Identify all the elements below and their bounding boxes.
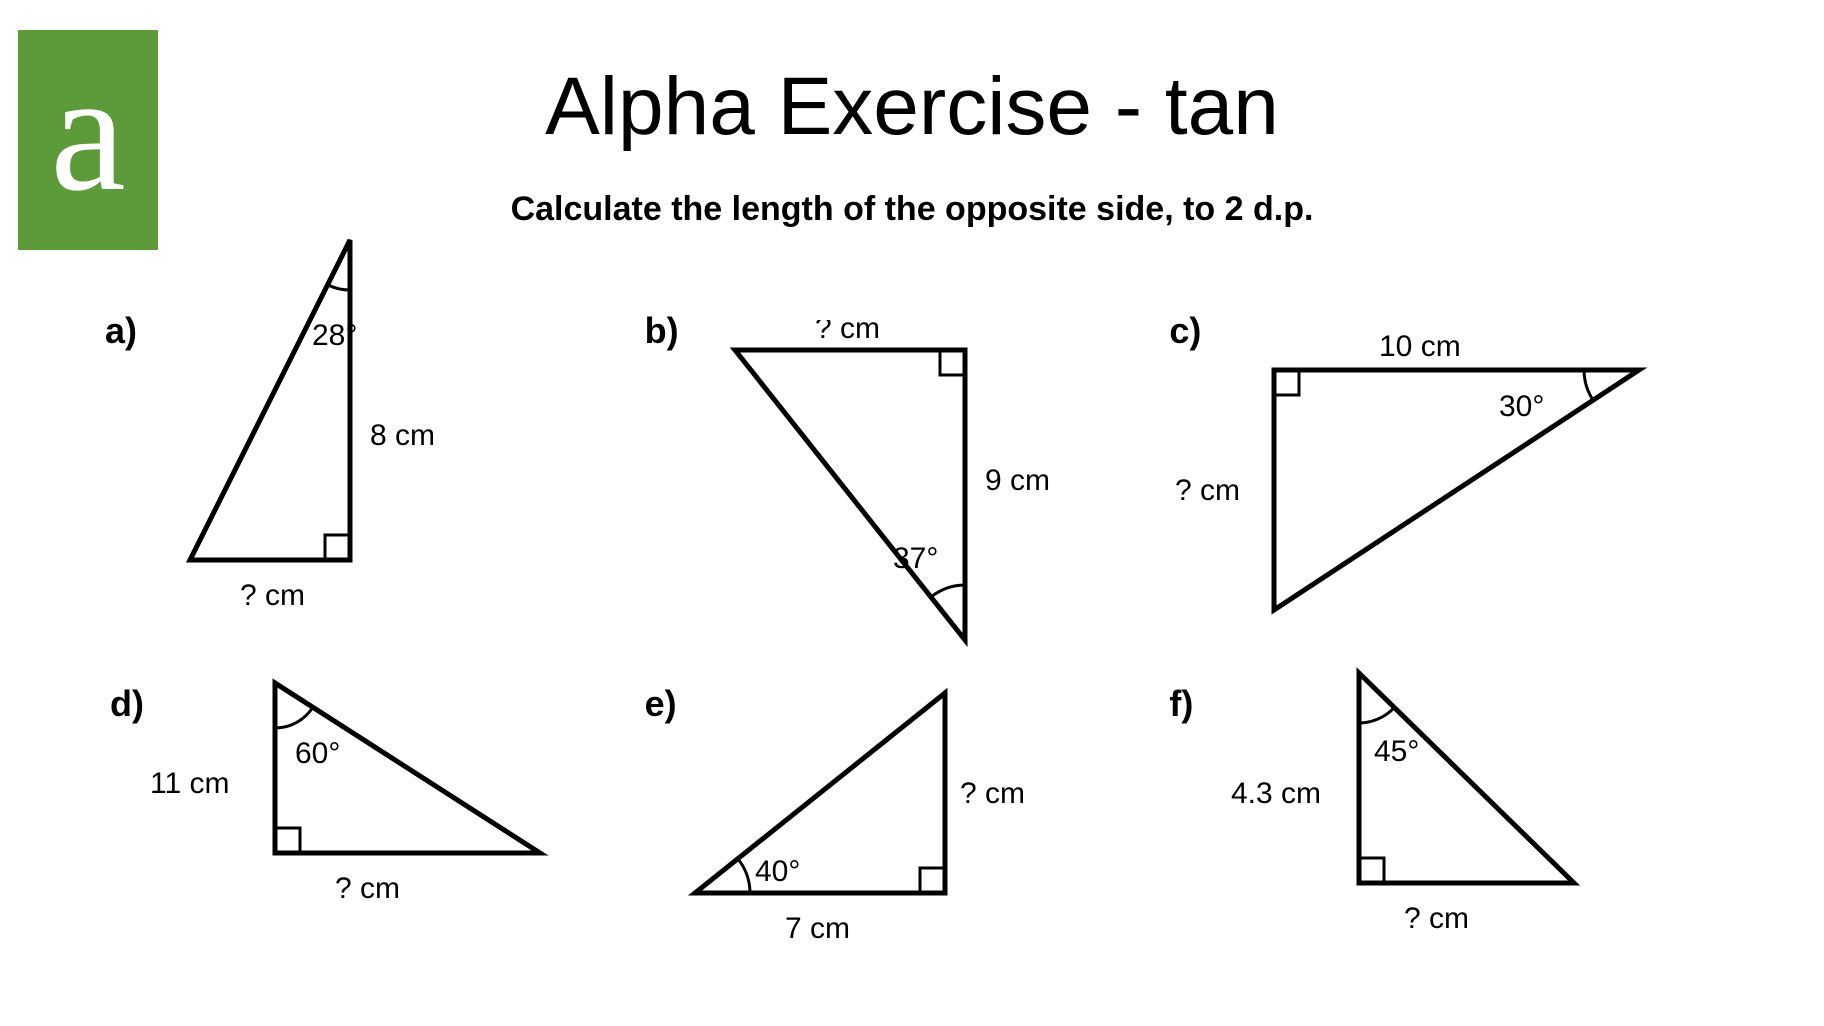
question-b-label: b) xyxy=(645,310,679,352)
page-title: Alpha Exercise - tan xyxy=(0,60,1824,154)
triangle-e-side: 7 cm xyxy=(785,912,850,945)
question-e: e) 40° ? cm 7 cm xyxy=(635,643,1190,1006)
triangle-f: 45° 4.3 cm ? cm xyxy=(1189,653,1629,953)
question-c: c) 10 cm 30° ? cm xyxy=(1189,280,1744,643)
triangle-a-side: 8 cm xyxy=(370,419,435,452)
question-f: f) 45° 4.3 cm ? cm xyxy=(1189,643,1744,1006)
question-d: d) 60° 11 cm ? cm xyxy=(80,643,635,1006)
triangle-e: 40° ? cm 7 cm xyxy=(655,663,1075,963)
triangle-e-unknown: ? cm xyxy=(960,777,1025,810)
triangle-c-angle: 30° xyxy=(1499,390,1544,423)
triangle-d-angle: 60° xyxy=(295,737,340,770)
question-a: a) 28° 8 cm ? cm xyxy=(80,280,635,643)
triangle-f-unknown: ? cm xyxy=(1404,902,1469,935)
triangle-a-angle: 28° xyxy=(312,319,357,352)
triangle-c-side: 10 cm xyxy=(1379,330,1461,363)
triangle-c: 10 cm 30° ? cm xyxy=(1159,330,1719,630)
triangle-b: ? cm 9 cm 37° xyxy=(695,320,1115,660)
triangle-b-unknown: ? cm xyxy=(815,320,880,345)
questions-grid: a) 28° 8 cm ? cm b) ? cm 9 cm 37° xyxy=(80,280,1744,1006)
triangle-f-side: 4.3 cm xyxy=(1231,777,1321,810)
question-a-label: a) xyxy=(105,310,137,352)
triangle-a-unknown: ? cm xyxy=(240,579,305,612)
triangle-c-unknown: ? cm xyxy=(1175,474,1240,507)
triangle-a: 28° 8 cm ? cm xyxy=(160,230,510,650)
triangle-d: 60° 11 cm ? cm xyxy=(120,663,560,943)
question-b: b) ? cm 9 cm 37° xyxy=(635,280,1190,643)
triangle-b-side: 9 cm xyxy=(985,464,1050,497)
triangle-e-angle: 40° xyxy=(755,855,800,888)
page-subtitle: Calculate the length of the opposite sid… xyxy=(0,190,1824,229)
triangle-d-side: 11 cm xyxy=(150,767,229,800)
triangle-d-unknown: ? cm xyxy=(335,872,400,905)
triangle-b-angle: 37° xyxy=(893,542,938,575)
triangle-f-angle: 45° xyxy=(1374,735,1419,768)
